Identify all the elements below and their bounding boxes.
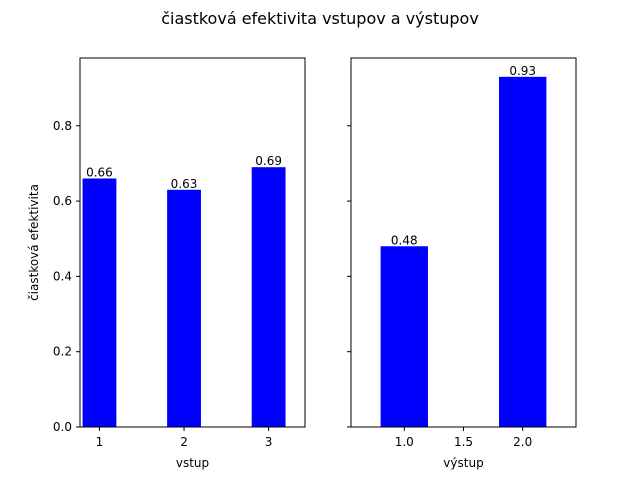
left-y-ticks: 0.0 0.2 0.4 0.6 0.8 — [53, 119, 80, 434]
right-bars — [380, 76, 547, 427]
bar-value-label: 0.48 — [391, 233, 418, 247]
left-chart: 0.66 0.63 0.69 1 2 3 0.0 0.2 0.4 0.6 0.8 vstup č… — [27, 57, 306, 470]
x-tick-label: 2.0 — [513, 435, 532, 449]
right-y-ticks — [347, 125, 351, 428]
right-x-axis-label: výstup — [443, 456, 483, 470]
y-tick-label: 0.0 — [53, 420, 72, 434]
left-bars — [82, 167, 286, 427]
y-tick-label: 0.8 — [53, 119, 72, 133]
x-tick-label: 3 — [265, 435, 273, 449]
right-bar-labels: 0.48 0.93 — [391, 64, 536, 247]
bar — [251, 167, 286, 427]
bar-value-label: 0.66 — [86, 165, 113, 179]
bar — [82, 178, 117, 427]
x-tick-label: 1.0 — [395, 435, 414, 449]
left-x-axis-label: vstup — [176, 456, 209, 470]
left-bar-labels: 0.66 0.63 0.69 — [86, 154, 282, 191]
right-x-ticks: 1.0 1.5 2.0 — [395, 427, 532, 449]
x-tick-label: 1 — [96, 435, 104, 449]
x-tick-label: 2 — [180, 435, 188, 449]
y-tick-label: 0.2 — [53, 345, 72, 359]
bar — [499, 76, 547, 427]
x-tick-label: 1.5 — [454, 435, 473, 449]
right-axes-frame — [350, 57, 577, 428]
right-chart: 0.48 0.93 1.0 1.5 2.0 výstup — [347, 57, 577, 470]
bar — [380, 246, 428, 427]
bar — [167, 189, 201, 427]
y-tick-label: 0.4 — [53, 269, 72, 283]
bar-value-label: 0.63 — [171, 177, 198, 191]
left-axes-frame — [79, 57, 306, 428]
bar-value-label: 0.93 — [509, 64, 536, 78]
y-tick-label: 0.6 — [53, 194, 72, 208]
bar-value-label: 0.69 — [255, 154, 282, 168]
figure-title: čiastková efektivita vstupov a výstupov — [161, 9, 479, 28]
left-x-ticks: 1 2 3 — [96, 427, 273, 449]
left-y-axis-label: čiastková efektivita — [27, 184, 41, 301]
